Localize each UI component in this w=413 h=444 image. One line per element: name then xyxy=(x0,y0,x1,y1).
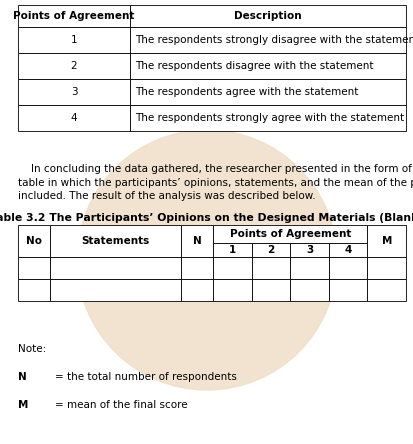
Bar xyxy=(213,243,251,257)
Bar xyxy=(290,243,328,257)
Text: Statements: Statements xyxy=(81,236,149,246)
Text: 2: 2 xyxy=(267,245,274,255)
Bar xyxy=(18,53,130,79)
Bar xyxy=(18,225,50,257)
Bar xyxy=(18,279,50,301)
Bar xyxy=(18,257,50,279)
Text: M: M xyxy=(381,236,391,246)
Bar xyxy=(251,243,290,257)
Bar xyxy=(18,27,130,53)
Text: 3: 3 xyxy=(305,245,312,255)
Bar xyxy=(130,105,405,131)
Text: = mean of the final score: = mean of the final score xyxy=(55,400,187,410)
Text: No: No xyxy=(26,236,42,246)
Text: The respondents disagree with the statement: The respondents disagree with the statem… xyxy=(135,61,373,71)
Bar xyxy=(328,243,366,257)
Text: 2: 2 xyxy=(71,61,77,71)
Bar xyxy=(213,257,251,279)
Text: 1: 1 xyxy=(71,35,77,45)
Bar xyxy=(213,225,366,243)
Text: N: N xyxy=(18,372,27,382)
Bar xyxy=(18,105,130,131)
Bar xyxy=(251,257,290,279)
Bar xyxy=(366,257,405,279)
Text: = the total number of respondents: = the total number of respondents xyxy=(55,372,236,382)
Text: Points of Agreement: Points of Agreement xyxy=(229,229,350,239)
Bar xyxy=(180,225,213,257)
Text: N: N xyxy=(192,236,201,246)
Circle shape xyxy=(77,130,336,390)
Text: 1: 1 xyxy=(228,245,235,255)
Text: table in which the participants’ opinions, statements, and the mean of the point: table in which the participants’ opinion… xyxy=(18,178,413,187)
Bar xyxy=(251,279,290,301)
Text: 3: 3 xyxy=(71,87,77,97)
Bar xyxy=(180,257,213,279)
Text: 4: 4 xyxy=(71,113,77,123)
Bar xyxy=(18,79,130,105)
Text: M: M xyxy=(18,400,28,410)
Bar xyxy=(130,5,405,27)
Bar xyxy=(130,79,405,105)
Bar xyxy=(50,225,180,257)
Bar xyxy=(366,279,405,301)
Text: Note:: Note: xyxy=(18,344,46,354)
Text: 4: 4 xyxy=(344,245,351,255)
Bar xyxy=(50,257,180,279)
Bar xyxy=(130,53,405,79)
Text: The respondents strongly agree with the statement: The respondents strongly agree with the … xyxy=(135,113,403,123)
Bar xyxy=(290,279,328,301)
Bar xyxy=(130,27,405,53)
Text: The respondents agree with the statement: The respondents agree with the statement xyxy=(135,87,358,97)
Bar xyxy=(50,279,180,301)
Text: Table 3.2 The Participants’ Opinions on the Designed Materials (Blank): Table 3.2 The Participants’ Opinions on … xyxy=(0,213,413,223)
Bar xyxy=(180,279,213,301)
Text: Description: Description xyxy=(234,11,301,21)
Bar xyxy=(290,257,328,279)
Text: The respondents strongly disagree with the statement: The respondents strongly disagree with t… xyxy=(135,35,413,45)
Bar xyxy=(366,225,405,257)
Text: Points of Agreement: Points of Agreement xyxy=(13,11,134,21)
Bar xyxy=(328,257,366,279)
Text: included. The result of the analysis was described below.: included. The result of the analysis was… xyxy=(18,191,315,201)
Bar xyxy=(213,279,251,301)
Text: In concluding the data gathered, the researcher presented in the form of: In concluding the data gathered, the res… xyxy=(18,164,411,174)
Bar xyxy=(328,279,366,301)
Bar xyxy=(18,5,130,27)
